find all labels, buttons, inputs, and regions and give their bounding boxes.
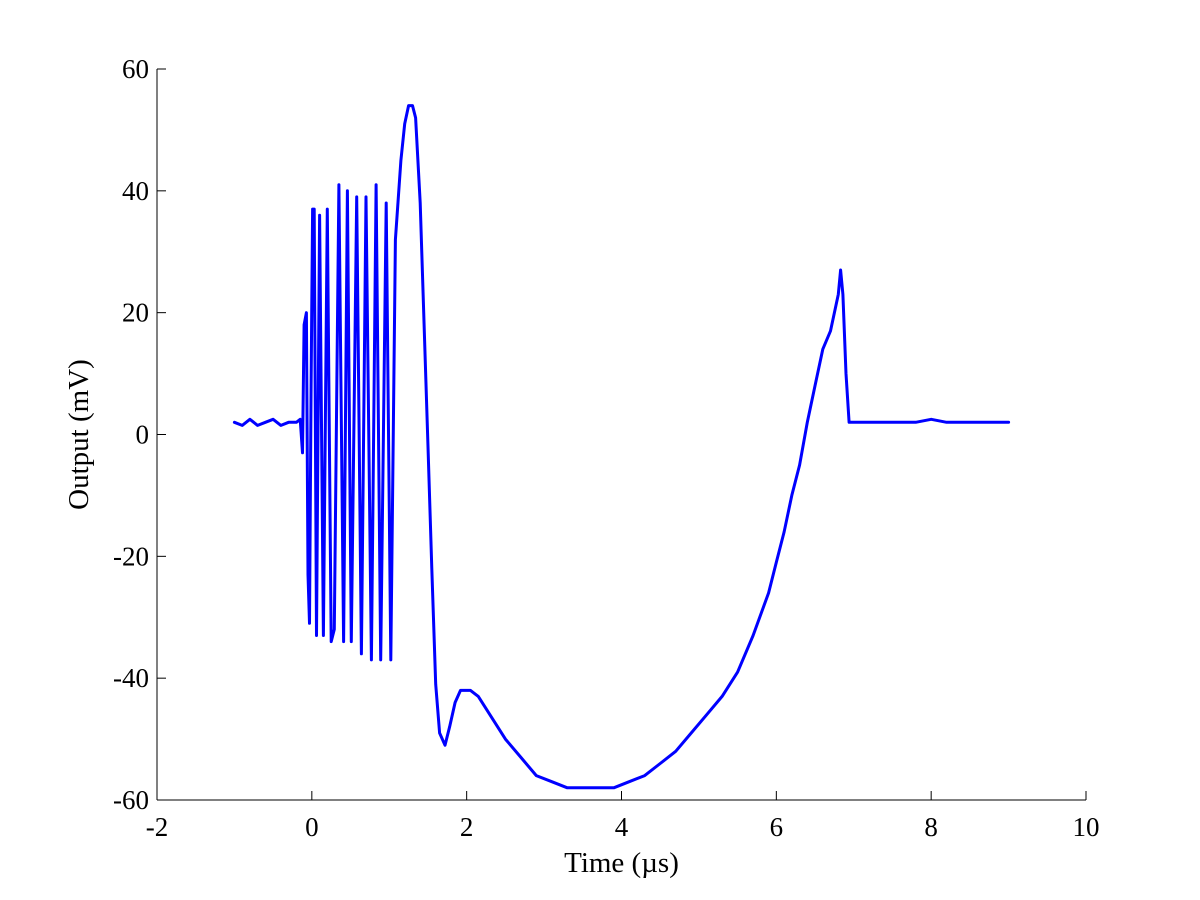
series-line-0 — [232, 104, 1011, 790]
x-axis-label: Time (µs) — [564, 847, 679, 879]
y-tick-label: 20 — [122, 298, 149, 328]
x-tick-label: 0 — [305, 812, 319, 842]
y-tick-label: 40 — [122, 176, 149, 206]
x-tick-label: -2 — [146, 812, 169, 842]
y-axis-label: Output (mV) — [63, 359, 95, 510]
series-group — [232, 104, 1011, 790]
x-tick-label: 6 — [770, 812, 784, 842]
x-tick-label: 2 — [460, 812, 474, 842]
y-tick-label: 0 — [136, 420, 150, 450]
y-tick-label: -20 — [113, 541, 149, 571]
x-tick-label: 4 — [615, 812, 629, 842]
x-tick-label: 10 — [1073, 812, 1100, 842]
x-tick-label: 8 — [924, 812, 938, 842]
y-tick-label: 60 — [122, 54, 149, 84]
y-tick-label: -60 — [113, 785, 149, 815]
y-tick-label: -40 — [113, 663, 149, 693]
